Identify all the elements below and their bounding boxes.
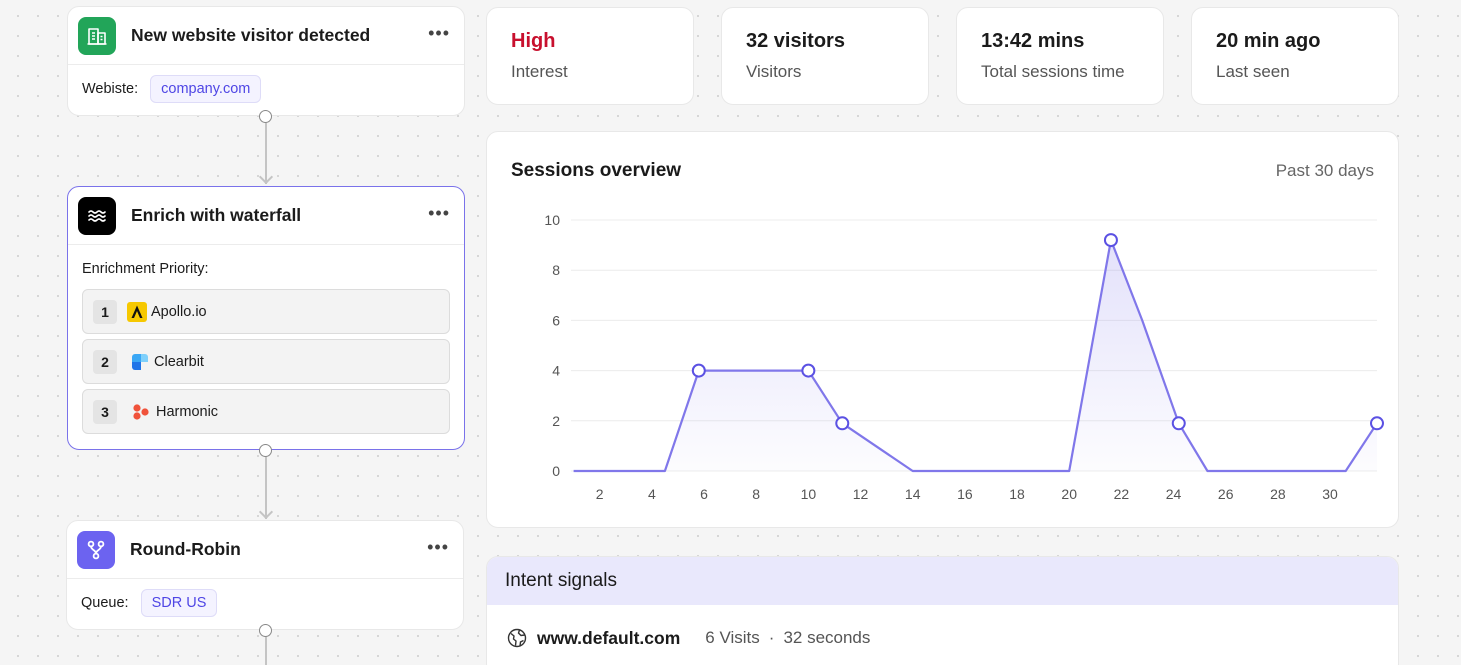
x-tick-label: 16 (957, 486, 973, 502)
apollo-icon (127, 301, 147, 322)
connector-arrow (258, 504, 274, 520)
chart-title: Sessions overview (511, 160, 682, 181)
y-tick-label: 2 (552, 413, 560, 429)
x-tick-label: 22 (1114, 486, 1130, 502)
queue-label: Queue: (81, 595, 129, 611)
stat-value: 13:42 mins (981, 30, 1085, 52)
stat-card-last-seen: 20 min ago Last seen (1191, 7, 1399, 105)
intent-duration: 32 seconds (783, 628, 871, 647)
trigger-node[interactable]: New website visitor detected ••• Webiste… (67, 6, 465, 116)
series-area (573, 240, 1377, 471)
y-tick-label: 0 (552, 463, 560, 479)
connector-line (265, 457, 267, 519)
provider-name: Harmonic (156, 403, 219, 420)
x-tick-label: 26 (1218, 486, 1234, 502)
waves-icon (78, 196, 116, 235)
branch-icon (77, 530, 115, 569)
y-tick-label: 10 (544, 212, 560, 228)
x-tick-label: 2 (596, 486, 604, 502)
data-point (1171, 416, 1186, 431)
intent-row[interactable]: www.default.com 6 Visits · 32 seconds (487, 605, 1398, 665)
provider-row-apollo[interactable]: 1 Apollo.io (82, 289, 450, 334)
y-tick-label: 4 (552, 363, 560, 379)
y-tick-label: 6 (552, 312, 560, 328)
stat-value: 32 visitors (746, 30, 845, 52)
provider-rank: 1 (93, 299, 117, 324)
x-tick-label: 20 (1061, 486, 1077, 502)
intent-visits: 6 Visits (705, 628, 760, 647)
connector-arrow (258, 169, 274, 185)
round-robin-node[interactable]: Round-Robin ••• Queue: SDR US (66, 520, 464, 630)
intent-signals-card: Intent signals www.default.com 6 Visits … (486, 556, 1399, 665)
x-tick-label: 10 (801, 486, 817, 502)
provider-rank: 3 (93, 399, 117, 424)
data-point (835, 416, 850, 431)
provider-row-harmonic[interactable]: 3 Harmonic (82, 389, 450, 434)
round-robin-more-button[interactable]: ••• (427, 536, 449, 557)
stat-value: High (511, 30, 556, 52)
clearbit-icon (132, 353, 148, 370)
y-tick-label: 8 (552, 262, 560, 278)
stat-card-session-time: 13:42 mins Total sessions time (956, 7, 1164, 105)
provider-rank: 2 (93, 349, 117, 374)
enrichment-priority-label: Enrichment Priority: (82, 261, 209, 277)
intent-separator: · (768, 628, 775, 647)
round-robin-title: Round-Robin (130, 539, 241, 559)
sessions-overview-card: Sessions overview Past 30 days 0 2 4 6 8 10 2 4… (486, 131, 1399, 528)
connector-handle[interactable] (259, 624, 272, 637)
stat-value: 20 min ago (1216, 30, 1321, 52)
enrich-more-button[interactable]: ••• (428, 202, 450, 223)
harmonic-icon (132, 403, 150, 420)
x-tick-label: 18 (1009, 486, 1025, 502)
data-point (1103, 233, 1118, 248)
x-tick-label: 24 (1166, 486, 1182, 502)
provider-row-clearbit[interactable]: 2 Clearbit (82, 339, 450, 384)
stat-label: Interest (511, 62, 568, 81)
stat-card-interest: High Interest (486, 7, 694, 105)
website-chip[interactable]: company.com (150, 75, 262, 103)
x-tick-label: 28 (1270, 486, 1286, 502)
trigger-title: New website visitor detected (131, 25, 371, 45)
globe-icon (507, 628, 527, 648)
website-label: Webiste: (82, 81, 139, 97)
stat-card-visitors: 32 visitors Visitors (721, 7, 929, 105)
intent-signals-title: Intent signals (487, 557, 1398, 605)
x-tick-label: 12 (853, 486, 869, 502)
intent-domain[interactable]: www.default.com (537, 627, 681, 648)
provider-name: Apollo.io (151, 303, 207, 320)
trigger-more-button[interactable]: ••• (428, 22, 450, 43)
building-icon (78, 16, 116, 55)
chart-range-selector[interactable]: Past 30 days (1275, 161, 1374, 180)
x-tick-label: 14 (905, 486, 921, 502)
x-tick-label: 30 (1322, 486, 1338, 502)
enrich-title: Enrich with waterfall (131, 205, 302, 225)
x-tick-label: 4 (648, 486, 656, 502)
connector-line (265, 123, 267, 184)
x-tick-label: 8 (752, 486, 760, 502)
connector-handle[interactable] (259, 110, 272, 123)
stat-label: Visitors (746, 62, 802, 81)
connector-line (265, 637, 267, 665)
stat-label: Total sessions time (981, 62, 1125, 81)
provider-name: Clearbit (154, 353, 204, 370)
x-tick-label: 6 (700, 486, 708, 502)
data-point (801, 363, 816, 378)
queue-chip[interactable]: SDR US (140, 589, 218, 617)
data-point (691, 363, 706, 378)
connector-handle[interactable] (259, 444, 272, 457)
enrich-node[interactable]: Enrich with waterfall ••• Enrichment Pri… (67, 186, 465, 450)
stat-label: Last seen (1216, 62, 1290, 81)
data-point (1370, 416, 1384, 431)
